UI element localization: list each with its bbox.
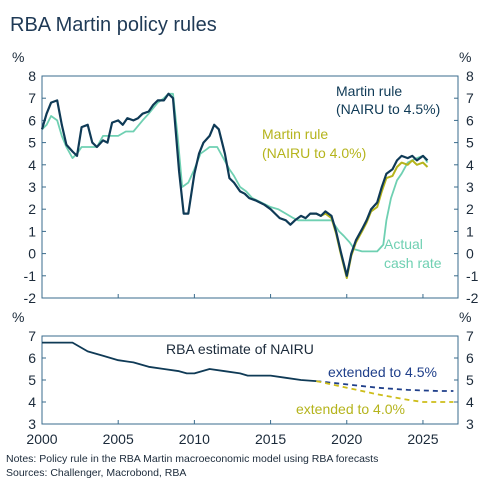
unit-left: % [12, 49, 24, 65]
y-tick-label-right: 8 [466, 68, 474, 84]
x-tick-label: 2010 [179, 431, 210, 447]
annotation-martin45-line1: Martin rule [336, 83, 402, 99]
annotation-martin40-line2: (NAIRU to 4.0%) [262, 145, 366, 161]
notes-block: Notes: Policy rule in the RBA Martin mac… [6, 452, 378, 480]
y-tick-label-left: 4 [28, 157, 36, 173]
y-tick-label-right: 5 [466, 372, 474, 388]
annotation-nairu: RBA estimate of NAIRU [166, 341, 314, 357]
annotation-extended-45: extended to 4.5% [328, 364, 437, 380]
y-tick-label-left: 6 [28, 350, 36, 366]
y-tick-label-left: 7 [28, 90, 36, 106]
y-tick-label-right: 4 [466, 157, 474, 173]
y-tick-label-left: -2 [24, 290, 37, 306]
series-line-ext45 [316, 380, 454, 392]
sources-line: Sources: Challenger, Macrobond, RBA [6, 467, 187, 479]
y-tick-label-left: 0 [28, 246, 36, 262]
series-line-actual [41, 92, 429, 253]
x-tick-label: 2005 [103, 431, 134, 447]
series-line-nairu [42, 341, 317, 382]
y-tick-label-left: 3 [28, 416, 36, 432]
y-tick-label-right: -2 [466, 290, 479, 306]
y-tick-label-right: -1 [466, 268, 479, 284]
y-tick-label-right: 0 [466, 246, 474, 262]
unit-right: % [459, 49, 471, 65]
series-line-martin45 [40, 92, 429, 277]
y-tick-label-right: 3 [466, 179, 474, 195]
notes-line: Notes: Policy rule in the RBA Martin mac… [6, 453, 379, 465]
y-tick-label-right: 2 [466, 201, 474, 217]
annotation-martin40-line1: Martin rule [262, 126, 328, 142]
annotation-extended-40: extended to 4.0% [296, 401, 405, 417]
y-tick-label-right: 5 [466, 135, 474, 151]
x-tick-label: 2000 [26, 431, 57, 447]
y-tick-label-right: 6 [466, 350, 474, 366]
unit-right: % [459, 309, 471, 325]
y-tick-label-left: 8 [28, 68, 36, 84]
top-panel: % % -2 -2 -1 -1 0 0 1 1 2 2 3 3 4 4 5 5 6 6 7 7 8 8 Martin rule (… [12, 49, 479, 306]
annotation-martin45-line2: (NAIRU to 4.5%) [336, 101, 440, 117]
y-tick-label-left: 5 [28, 372, 36, 388]
y-tick-label-right: 7 [466, 328, 474, 344]
y-tick-label-right: 6 [466, 112, 474, 128]
x-tick-label: 2025 [407, 431, 438, 447]
y-tick-label-left: 3 [28, 179, 36, 195]
annotation-actual-line1: Actual [384, 236, 423, 252]
y-tick-label-left: 1 [28, 223, 36, 239]
y-tick-label-left: 6 [28, 112, 36, 128]
x-tick-label: 2015 [255, 431, 286, 447]
y-tick-label-left: 2 [28, 201, 36, 217]
x-tick-label: 2020 [331, 431, 362, 447]
y-tick-label-right: 7 [466, 90, 474, 106]
y-tick-label-left: 4 [28, 394, 36, 410]
chart-title: RBA Martin policy rules [10, 14, 217, 36]
unit-left: % [12, 309, 24, 325]
y-tick-label-left: -1 [24, 268, 37, 284]
y-tick-label-left: 7 [28, 328, 36, 344]
y-tick-label-right: 3 [466, 416, 474, 432]
y-tick-label-left: 5 [28, 135, 36, 151]
y-tick-label-right: 4 [466, 394, 474, 410]
annotation-actual-line2: cash rate [384, 255, 442, 271]
y-tick-label-right: 1 [466, 223, 474, 239]
bottom-panel: % % 3 3 4 4 5 5 6 6 7 7 2000 2005 2010 2015 2020 2025 RBA … [12, 309, 474, 447]
